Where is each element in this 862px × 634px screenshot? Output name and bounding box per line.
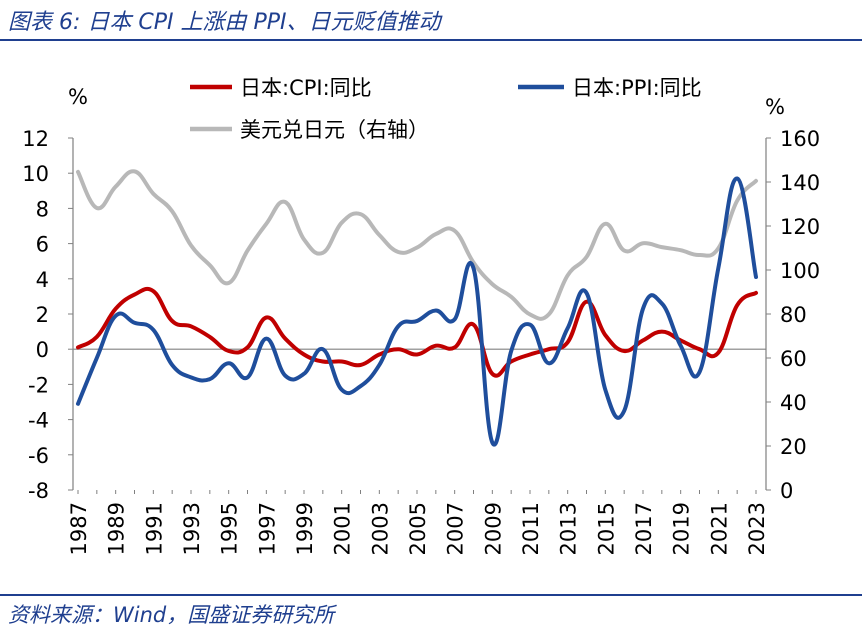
left-axis-tick-label: 12 — [22, 127, 49, 151]
x-axis-tick-label: 1987 — [67, 502, 91, 555]
ppi-series-line — [76, 176, 758, 447]
left-axis-tick-label: 6 — [36, 233, 49, 257]
right-axis-tick-label: 100 — [780, 259, 820, 283]
right-axis-tick-label: 120 — [780, 215, 820, 239]
x-axis-tick-label: 2019 — [670, 502, 694, 555]
x-axis-tick-label: 1997 — [255, 502, 279, 555]
title-rule — [0, 39, 862, 41]
x-axis-tick-label: 2011 — [519, 502, 543, 555]
x-axis-tick-label: 2001 — [331, 502, 355, 555]
x-axis-tick-label: 2009 — [481, 502, 505, 555]
legend-usdjpy-label: 美元兑日元（右轴） — [240, 118, 429, 142]
x-axis-tick-label: 2005 — [406, 502, 430, 555]
x-axis-tick-label: 2015 — [594, 502, 618, 555]
left-axis-tick-label: -6 — [28, 444, 49, 468]
figure-title: 图表 6: 日本 CPI 上涨由 PPI、日元贬值推动 — [8, 10, 441, 35]
left-axis-tick-label: -2 — [28, 373, 49, 397]
right-axis-unit: % — [765, 95, 785, 119]
right-axis-tick-label: 160 — [780, 127, 820, 151]
x-axis-tick-label: 2021 — [707, 502, 731, 555]
left-axis-tick-label: 0 — [36, 338, 49, 362]
legend-ppi-label: 日本:PPI:同比 — [572, 76, 702, 100]
left-axis-tick-label: 4 — [36, 268, 49, 292]
source-rule — [0, 594, 862, 596]
right-axis-tick-label: 40 — [780, 391, 807, 415]
right-axis-tick-label: 140 — [780, 171, 820, 195]
cpi-series-line — [76, 286, 758, 378]
left-axis-tick-label: 10 — [22, 162, 49, 186]
left-axis-unit: % — [68, 85, 88, 109]
x-axis-tick-label: 1999 — [293, 502, 317, 555]
right-axis-tick-label: 60 — [780, 347, 807, 371]
legend-cpi-label: 日本:CPI:同比 — [240, 76, 372, 100]
right-axis-tick-label: 80 — [780, 303, 807, 327]
usdjpy-series-line — [76, 169, 758, 321]
x-axis-tick-label: 2003 — [368, 502, 392, 555]
right-axis-tick-label: 20 — [780, 435, 807, 459]
x-axis-tick-label: 1991 — [142, 502, 166, 555]
left-axis-tick-label: -8 — [28, 479, 49, 503]
x-axis-tick-label: 1995 — [218, 502, 242, 555]
source-note: 资料来源：Wind，国盛证券研究所 — [8, 603, 335, 627]
x-axis-tick-label: 1993 — [180, 502, 204, 555]
x-axis-tick-label: 2013 — [557, 502, 581, 555]
left-axis-tick-label: -4 — [28, 409, 49, 433]
right-axis-tick-label: 0 — [780, 479, 793, 503]
x-axis-tick-label: 2007 — [444, 502, 468, 555]
left-axis-tick-label: 2 — [36, 303, 49, 327]
x-axis-tick-label: 2017 — [632, 502, 656, 555]
x-axis-tick-label: 2023 — [745, 502, 769, 555]
x-axis-tick-label: 1989 — [105, 502, 129, 555]
left-axis-tick-label: 8 — [36, 197, 49, 221]
